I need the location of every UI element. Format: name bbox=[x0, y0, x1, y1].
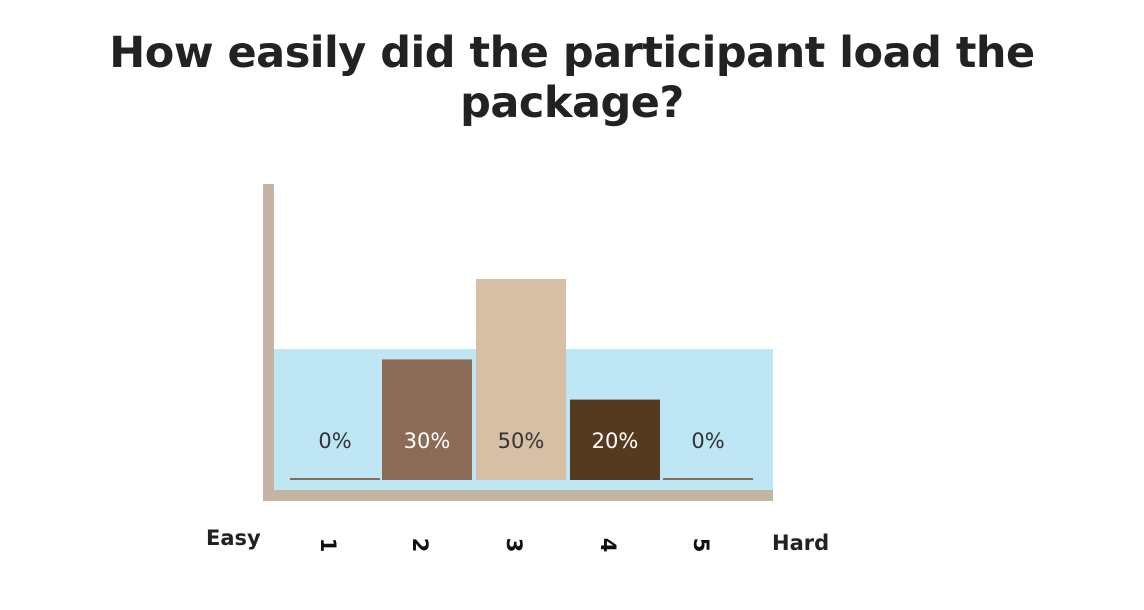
easy-label: Easy bbox=[206, 526, 261, 550]
bar-4 bbox=[570, 399, 660, 480]
value-label-4: 20% bbox=[592, 429, 639, 453]
value-label-5: 0% bbox=[691, 429, 724, 453]
y-axis-line bbox=[263, 184, 274, 501]
tick-label-5: 5 bbox=[689, 538, 713, 553]
tick-label-1: 1 bbox=[316, 538, 340, 553]
bar-3 bbox=[476, 279, 566, 480]
tick-label-4: 4 bbox=[596, 538, 620, 553]
bar-2 bbox=[382, 359, 472, 480]
x-axis-line bbox=[263, 490, 773, 501]
value-label-2: 30% bbox=[404, 429, 451, 453]
hard-label: Hard bbox=[772, 531, 829, 555]
chart-title: How easily did the participant load the … bbox=[109, 28, 1035, 128]
value-label-3: 50% bbox=[498, 429, 545, 453]
bar-1 bbox=[290, 478, 380, 480]
value-label-1: 0% bbox=[318, 429, 351, 453]
tick-label-2: 2 bbox=[408, 538, 432, 553]
tick-label-3: 3 bbox=[502, 538, 526, 553]
bar-5 bbox=[663, 478, 753, 480]
